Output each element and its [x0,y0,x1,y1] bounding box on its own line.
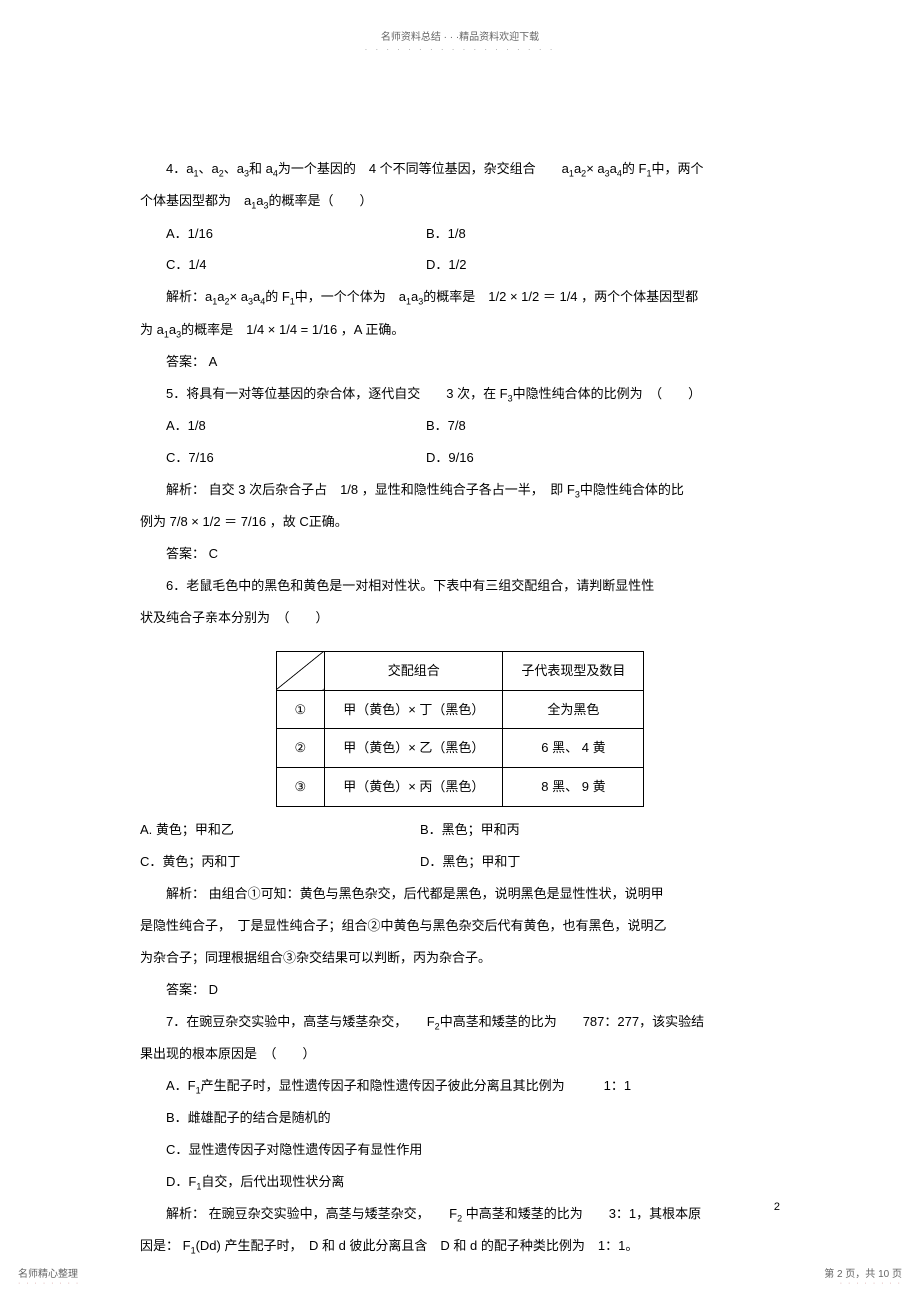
header-dots: · · · · · · · · · · · · · · · · · · [0,45,920,54]
table-row: ③ 甲（黄色）× 丙（黑色） 8 黑、 9 黄 [276,768,644,807]
q6-explanation-line2: 是隐性纯合子， 丁是显性纯合子；组合②中黄色与黑色杂交后代有黄色，也有黑色，说明… [140,911,780,941]
table-header-row: 交配组合 子代表现型及数目 [276,651,644,690]
table-cell: ③ [276,768,325,807]
q5-answer: 答案： C [140,539,780,569]
q6-optA: A. 黄色；甲和乙 [140,815,420,845]
footer-left: 名师精心整理 · · · · · · · · [18,1265,80,1287]
footer-left-text: 名师精心整理 [18,1265,80,1280]
q7-explanation-line2: 因是： F1(Dd) 产生配子时， D 和 d 彼此分离且含 D 和 d 的配子… [140,1231,780,1261]
footer-right-text: 第 2 页，共 10 页 [824,1265,902,1280]
q6-optB: B．黑色；甲和丙 [420,815,520,845]
q5-explanation-line1: 解析： 自交 3 次后杂合子占 1/8 ，显性和隐性纯合子各占一半， 即 F3中… [140,475,780,505]
header-title: 名师资料总结 · · ·精品资料欢迎下载 [0,28,920,43]
page-number: 2 [774,1201,780,1213]
footer-right-dots: · · · · · · · · [824,1280,902,1287]
q6-table: 交配组合 子代表现型及数目 ① 甲（黄色）× 丁（黑色） 全为黑色 ② 甲（黄色… [276,651,645,808]
table-cell: ① [276,690,325,729]
q4-optA: A．1/16 [166,219,426,249]
q5-explanation-line2: 例为 7/8 × 1/2 ＝ 7/16 ，故 C正确。 [140,507,780,537]
q5-optC: C．7/16 [166,443,426,473]
q6-optC: C．黄色；丙和丁 [140,847,420,877]
q4-stem-line1: 4．a1、a2、a3和 a4为一个基因的 4 个不同等位基因，杂交组合 a1a2… [140,154,780,184]
q7-explanation-line1: 解析： 在豌豆杂交实验中，高茎与矮茎杂交， F2 中高茎和矮茎的比为 3：1，其… [140,1199,780,1229]
q6-optD: D．黑色；甲和丁 [420,847,520,877]
table-cell: ② [276,729,325,768]
q5-optA: A．1/8 [166,411,426,441]
q7-optA: A．F1产生配子时，显性遗传因子和隐性遗传因子彼此分离且其比例为 1：1 [140,1071,780,1101]
q5-stem: 5．将具有一对等位基因的杂合体，逐代自交 3 次，在 F3中隐性纯合体的比例为 … [140,379,780,409]
q7-stem-line2: 果出现的根本原因是 （ ） [140,1039,780,1069]
page-header: 名师资料总结 · · ·精品资料欢迎下载 · · · · · · · · · ·… [0,0,920,54]
q5-optD: D．9/16 [426,443,780,473]
q4-answer: 答案： A [140,347,780,377]
q7-optB: B．雌雄配子的结合是随机的 [140,1103,780,1133]
footer-left-dots: · · · · · · · · [18,1280,80,1287]
q4-options-row2: C．1/4 D．1/2 [140,250,780,280]
q4-stem-line2: 个体基因型都为 a1a3的概率是（ ） [140,186,780,216]
table-th1: 交配组合 [325,651,503,690]
q4-optB: B．1/8 [426,219,780,249]
q7-stem-line1: 7．在豌豆杂交实验中，高茎与矮茎杂交， F2中高茎和矮茎的比为 787：277，… [140,1007,780,1037]
q7-optC: C．显性遗传因子对隐性遗传因子有显性作用 [140,1135,780,1165]
q5-options-row2: C．7/16 D．9/16 [140,443,780,473]
table-row: ② 甲（黄色）× 乙（黑色） 6 黑、 4 黄 [276,729,644,768]
table-cell: 甲（黄色）× 丙（黑色） [325,768,503,807]
q4-optC: C．1/4 [166,250,426,280]
content-area: 4．a1、a2、a3和 a4为一个基因的 4 个不同等位基因，杂交组合 a1a2… [0,54,920,1304]
q4-options-row1: A．1/16 B．1/8 [140,219,780,249]
table-cell: 6 黑、 4 黄 [503,729,644,768]
q4-explanation-line1: 解析：a1a2× a3a4的 F1中，一个个体为 a1a3的概率是 1/2 × … [140,282,780,312]
table-cell: 甲（黄色）× 乙（黑色） [325,729,503,768]
q6-stem-line2: 状及纯合子亲本分别为 （ ） [140,603,780,633]
q6-explanation-line1: 解析： 由组合①可知：黄色与黑色杂交，后代都是黑色，说明黑色是显性性状，说明甲 [140,879,780,909]
q4-optD: D．1/2 [426,250,780,280]
footer-right: 第 2 页，共 10 页 · · · · · · · · [824,1265,902,1287]
table-cell: 8 黑、 9 黄 [503,768,644,807]
table-diag-cell [276,651,325,690]
table-cell: 全为黑色 [503,690,644,729]
q5-optB: B．7/8 [426,411,780,441]
table-cell: 甲（黄色）× 丁（黑色） [325,690,503,729]
q6-stem-line1: 6．老鼠毛色中的黑色和黄色是一对相对性状。下表中有三组交配组合，请判断显性性 [140,571,780,601]
q4-explanation-line2: 为 a1a3的概率是 1/4 × 1/4 = 1/16 ，A 正确。 [140,315,780,345]
table-th2: 子代表现型及数目 [503,651,644,690]
q6-explanation-line3: 为杂合子；同理根据组合③杂交结果可以判断，丙为杂合子。 [140,943,780,973]
q5-options-row1: A．1/8 B．7/8 [140,411,780,441]
q6-options: A. 黄色；甲和乙 B．黑色；甲和丙 C．黄色；丙和丁 D．黑色；甲和丁 [140,815,780,877]
q6-answer: 答案： D [140,975,780,1005]
q7-optD: D．F1自交，后代出现性状分离 [140,1167,780,1197]
table-row: ① 甲（黄色）× 丁（黑色） 全为黑色 [276,690,644,729]
